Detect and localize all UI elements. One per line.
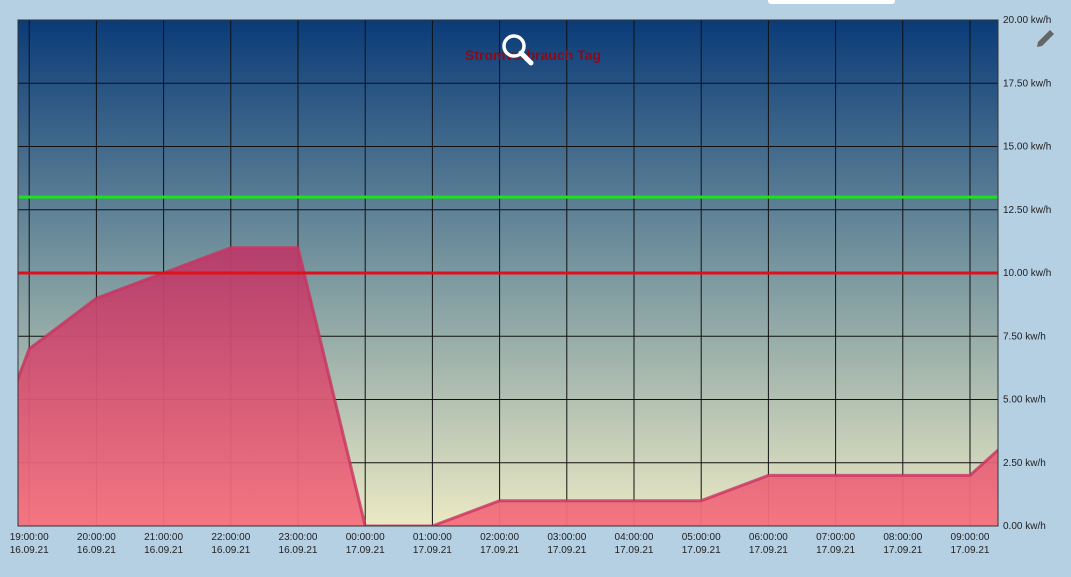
x-tick-label: 00:00:00 [346,532,385,543]
x-tick-label: 01:00:00 [413,532,452,543]
x-tick-label: 16.09.21 [279,545,318,556]
y-tick-label: 0.00 kw/h [1003,521,1046,532]
x-tick-label: 23:00:00 [279,532,318,543]
area-line [18,246,998,526]
x-tick-label: 17.09.21 [816,545,855,556]
x-tick-label: 17.09.21 [749,545,788,556]
x-tick-label: 17.09.21 [682,545,721,556]
axes: 0.00 kw/h 2.50 kw/h 5.00 kw/h 7.50 kw/h 10.0… [10,15,1052,556]
chart-title: Stromverbrauch Tag [465,47,601,63]
y-tick-label: 15.00 kw/h [1003,142,1051,153]
y-tick-label: 10.00 kw/h [1003,268,1051,279]
x-tick-label: 17.09.21 [346,545,385,556]
y-tick-label: 20.00 kw/h [1003,15,1051,26]
plot-border [17,19,999,527]
x-tick-label: 16.09.21 [10,545,49,556]
x-tick-label: 21:00:00 [144,532,183,543]
x-tick-label: 06:00:00 [749,532,788,543]
toolbar-button[interactable] [768,0,895,4]
y-tick-label: 17.50 kw/h [1003,78,1051,89]
x-tick-label: 16.09.21 [211,545,250,556]
x-tick-label: 03:00:00 [547,532,586,543]
y-tick-label: 5.00 kw/h [1003,395,1046,406]
plot [18,195,998,526]
x-tick-label: 17.09.21 [547,545,586,556]
x-tick-label: 19:00:00 [10,532,49,543]
x-tick-label: 05:00:00 [682,532,721,543]
x-tick-label: 17.09.21 [480,545,519,556]
x-tick-label: 17.09.21 [883,545,922,556]
x-tick-label: 04:00:00 [615,532,654,543]
y-tick-label: 7.50 kw/h [1003,331,1046,342]
x-tick-label: 16.09.21 [144,545,183,556]
x-tick-label: 17.09.21 [615,545,654,556]
y-tick-label: 12.50 kw/h [1003,205,1051,216]
x-tick-label: 20:00:00 [77,532,116,543]
x-tick-label: 02:00:00 [480,532,519,543]
x-tick-label: 17.09.21 [951,545,990,556]
x-tick-label: 08:00:00 [883,532,922,543]
x-tick-label: 22:00:00 [211,532,250,543]
x-tick-label: 17.09.21 [413,545,452,556]
x-tick-label: 09:00:00 [951,532,990,543]
zoom-icon[interactable] [502,34,534,66]
y-tick-label: 2.50 kw/h [1003,458,1046,469]
edit-icon[interactable] [1037,30,1054,47]
x-tick-label: 16.09.21 [77,545,116,556]
x-tick-label: 07:00:00 [816,532,855,543]
area [18,247,998,526]
